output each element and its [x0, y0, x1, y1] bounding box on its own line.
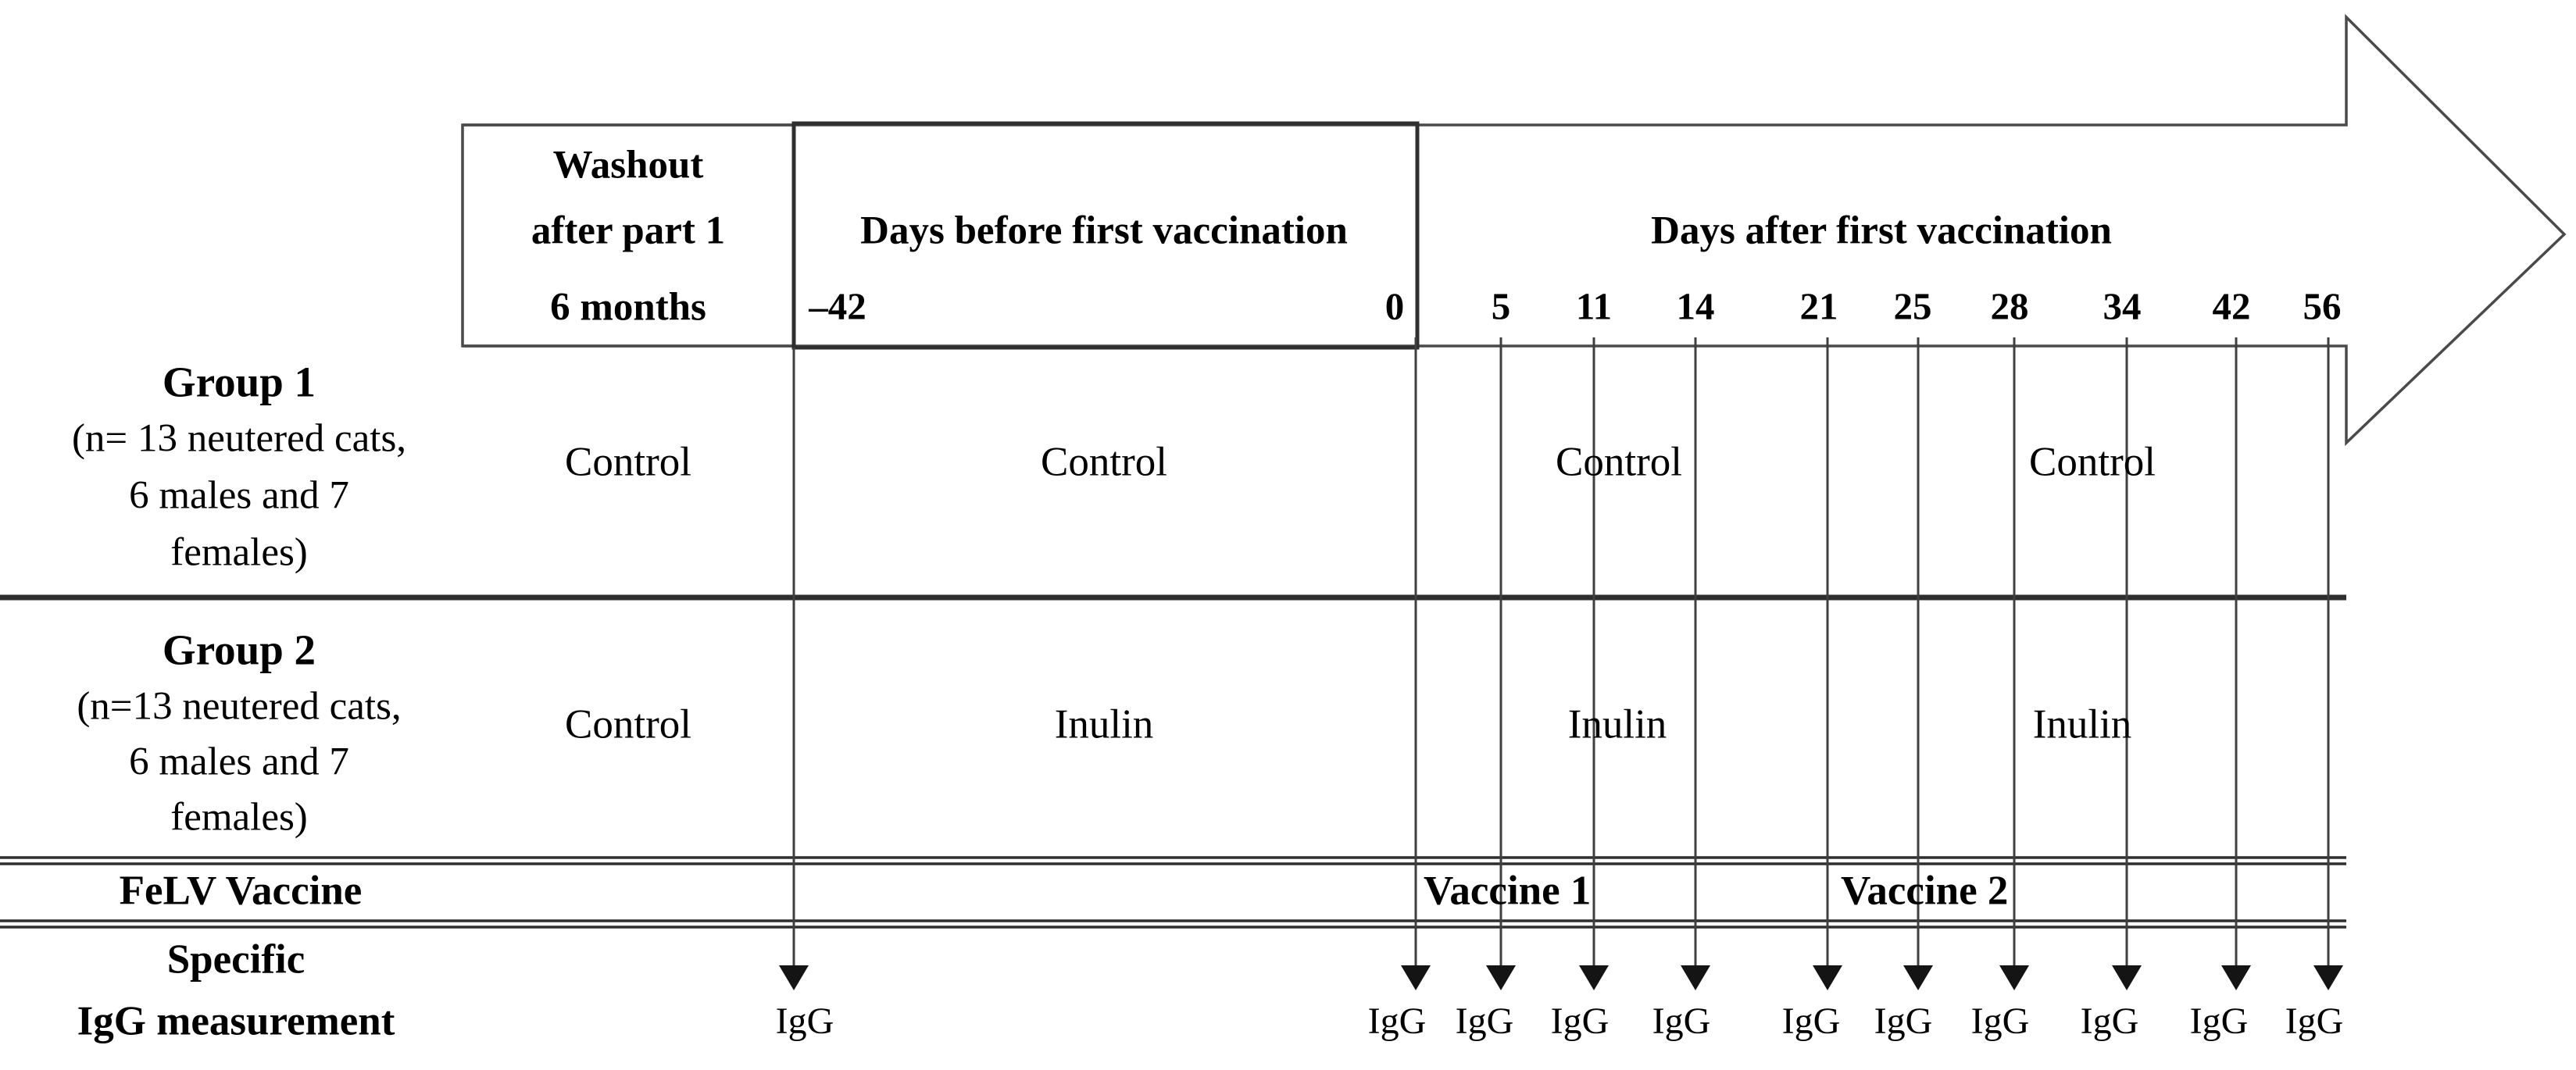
group2-subtitle-3: females): [170, 795, 308, 840]
igg-row-label-2: IgG measurement: [77, 998, 395, 1044]
day-label-56: 56: [2303, 284, 2342, 328]
igg-marker-day21: IgG: [1781, 1000, 1841, 1042]
igg-marker-day11: IgG: [1550, 1000, 1610, 1042]
day-label-21: 21: [1799, 284, 1838, 328]
day-label-25: 25: [1893, 284, 1932, 328]
group1-before-cell: Control: [1041, 439, 1167, 485]
washout-line-3: 6 months: [550, 285, 706, 330]
sampling-arrowhead-day-34: [2112, 965, 2142, 990]
igg-marker-day14: IgG: [1652, 1000, 1711, 1042]
group1-subtitle-2: 6 males and 7: [129, 473, 349, 518]
vaccine-2-label: Vaccine 2: [1841, 868, 2009, 914]
days-before-title: Days before first vaccination: [860, 209, 1348, 253]
sampling-arrowhead-day-21: [1813, 965, 1842, 990]
vaccine-1-label: Vaccine 1: [1424, 868, 1592, 914]
group2-after-cell-2: Inulin: [2032, 701, 2132, 747]
sampling-arrowhead-day-14: [1681, 965, 1710, 990]
days-before-box: [791, 121, 1420, 350]
day-label-0: 0: [1384, 284, 1405, 328]
sampling-arrowhead-day-5: [1486, 965, 1516, 990]
group1-washout-cell: Control: [565, 439, 691, 485]
igg-marker-day42: IgG: [2189, 1000, 2249, 1042]
igg-marker-day0: IgG: [1367, 1000, 1427, 1042]
sampling-arrowhead-day-42: [2221, 965, 2251, 990]
sampling-arrowhead-day-28: [1999, 965, 2029, 990]
day-label-14: 14: [1676, 284, 1715, 328]
washout-line-2: after part 1: [531, 209, 726, 253]
washout-line-1: Washout: [552, 143, 704, 187]
igg-marker-day5: IgG: [1455, 1000, 1514, 1042]
group2-washout-cell: Control: [565, 701, 691, 747]
days-after-title: Days after first vaccination: [1651, 209, 2112, 253]
group2-subtitle-2: 6 males and 7: [129, 740, 349, 784]
day-label-34: 34: [2103, 284, 2142, 328]
timeline-arrow-outline: [463, 13, 2567, 447]
group1-after-cell-1: Control: [1556, 439, 1682, 485]
sampling-arrowhead-day-11: [1579, 965, 1609, 990]
sampling-arrowhead-day-minus42: [779, 965, 809, 990]
group2-after-cell-1: Inulin: [1567, 701, 1667, 747]
igg-marker-day25: IgG: [1874, 1000, 1933, 1042]
group1-after-cell-2: Control: [2029, 439, 2156, 485]
day-label-5: 5: [1491, 284, 1511, 328]
group2-subtitle-1: (n=13 neutered cats,: [77, 684, 402, 729]
sampling-arrowhead-day-0: [1401, 965, 1431, 990]
day-label-28: 28: [1990, 284, 2029, 328]
group1-subtitle-1: (n= 13 neutered cats,: [71, 416, 407, 461]
igg-row-label-1: Specific: [166, 936, 305, 983]
day-label-42: 42: [2212, 284, 2251, 328]
sampling-arrowhead-day-56: [2313, 965, 2343, 990]
group1-title: Group 1: [162, 358, 316, 406]
sampling-arrowhead-day-25: [1903, 965, 1933, 990]
group2-title: Group 2: [162, 626, 316, 674]
group2-before-cell: Inulin: [1054, 701, 1154, 747]
igg-marker-day28: IgG: [1970, 1000, 2030, 1042]
igg-marker-minus42: IgG: [775, 1000, 834, 1042]
day-label-minus42: –42: [809, 284, 866, 328]
igg-marker-day56: IgG: [2285, 1000, 2344, 1042]
vaccine-row-label: FeLV Vaccine: [119, 868, 363, 914]
day-label-11: 11: [1575, 284, 1613, 328]
group1-subtitle-3: females): [170, 530, 308, 575]
igg-marker-day34: IgG: [2080, 1000, 2139, 1042]
